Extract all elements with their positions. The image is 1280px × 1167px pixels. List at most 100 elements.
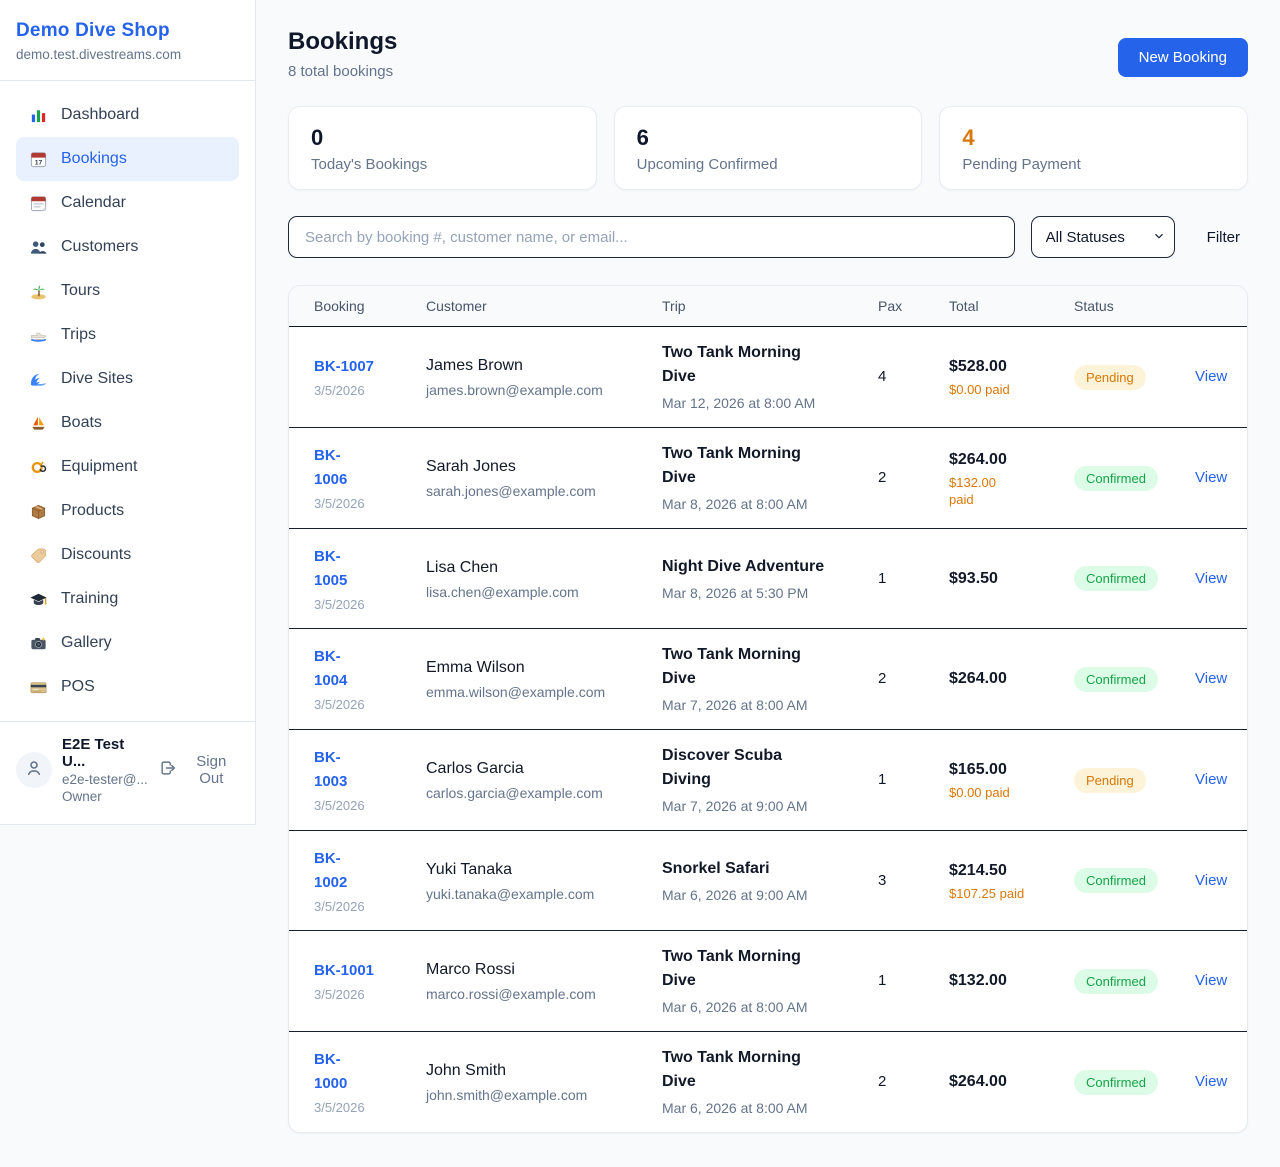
pax-count: 2	[878, 670, 887, 687]
page-header: Bookings 8 total bookings New Booking	[288, 28, 1248, 80]
view-cell: View	[1195, 1073, 1247, 1091]
stats-cards: 0 Today's Bookings 6 Upcoming Confirmed …	[288, 106, 1249, 190]
view-link[interactable]: View	[1195, 670, 1228, 687]
status-badge: Confirmed	[1074, 566, 1158, 591]
pax-count: 4	[878, 368, 887, 385]
status-cell: Confirmed	[1074, 1069, 1195, 1095]
svg-text:17: 17	[34, 159, 42, 166]
booking-id-link[interactable]: BK- 1002	[314, 849, 348, 891]
sidebar-item-gallery[interactable]: Gallery	[16, 621, 239, 665]
table-row: BK- 1006 3/5/2026 Sarah Jones sarah.jones…	[289, 428, 1247, 529]
sidebar-item-customers[interactable]: Customers	[16, 225, 239, 269]
customer-name: Carlos Garcia	[426, 760, 524, 777]
view-cell: View	[1195, 469, 1247, 487]
stat-value: 4	[962, 125, 975, 150]
user-name: E2E Test U...	[62, 736, 125, 770]
view-link[interactable]: View	[1195, 368, 1228, 385]
view-cell: View	[1195, 972, 1247, 990]
calendar-icon	[28, 193, 48, 213]
sidebar-item-trips[interactable]: Trips	[16, 313, 239, 357]
booking-id-link[interactable]: BK- 1003	[314, 749, 348, 790]
view-link[interactable]: View	[1195, 569, 1228, 587]
table-row: BK-1001 3/5/2026 Marco Rossi marco.rossi…	[289, 931, 1247, 1032]
pax-count: 2	[878, 1073, 887, 1090]
sidebar-item-discounts[interactable]: Discounts	[16, 533, 239, 577]
view-cell: View	[1195, 670, 1247, 688]
booking-id-link[interactable]: BK-1007	[314, 358, 375, 375]
sidebar-item-products[interactable]: Products	[16, 489, 239, 533]
booking-id-link[interactable]: BK- 1005	[314, 547, 348, 589]
view-link[interactable]: View	[1195, 771, 1228, 788]
booking-id-link[interactable]: BK-1001	[314, 962, 375, 979]
trip-cell: Discover Scuba Diving Mar 7, 2026 at 9:00…	[662, 744, 878, 816]
trips-speedboat-icon	[28, 325, 48, 345]
search-input[interactable]	[288, 216, 1015, 258]
view-link[interactable]: View	[1195, 469, 1228, 486]
booking-date: 3/5/2026	[314, 798, 365, 813]
pax-cell: 1	[878, 570, 949, 588]
sidebar-item-label: Equipment	[61, 458, 138, 475]
status-cell: Pending	[1074, 767, 1195, 793]
booking-id-link[interactable]: BK- 1000	[314, 1051, 348, 1092]
status-cell: Confirmed	[1074, 666, 1195, 692]
sidebar-item-equipment[interactable]: Equipment	[16, 445, 239, 489]
view-link[interactable]: View	[1195, 972, 1228, 989]
trip-cell: Two Tank Morning Dive Mar 6, 2026 at 8:00…	[662, 945, 878, 1017]
trip-name: Discover Scuba Diving	[662, 747, 783, 788]
sidebar-item-label: Dashboard	[61, 106, 140, 123]
status-select[interactable]: All Statuses	[1030, 216, 1175, 258]
trip-datetime: Mar 8, 2026 at 8:00 AM	[662, 496, 808, 512]
booking-cell: BK- 1000 3/5/2026	[314, 1048, 426, 1116]
view-link[interactable]: View	[1195, 1073, 1228, 1090]
trip-name: Two Tank Morning Dive	[662, 948, 801, 989]
customer-cell: Carlos Garcia carlos.garcia@example.com	[426, 758, 662, 802]
booking-date: 3/5/2026	[314, 987, 365, 1002]
sign-out-button[interactable]: Sign Out	[159, 753, 239, 787]
booking-date: 3/5/2026	[314, 383, 365, 398]
pax-cell: 2	[878, 469, 949, 487]
total-cell: $165.00 $0.00 paid	[949, 759, 1074, 801]
total-amount: $528.00	[949, 358, 1007, 375]
stat-value: 0	[311, 125, 324, 150]
sidebar-item-tours[interactable]: Tours	[16, 269, 239, 313]
customer-name: John Smith	[426, 1062, 507, 1079]
customer-email: lisa.chen@example.com	[426, 583, 579, 600]
sidebar-item-label: Products	[61, 502, 125, 519]
sidebar-item-boats[interactable]: Boats	[16, 401, 239, 445]
sidebar-item-dive-sites[interactable]: Dive Sites	[16, 357, 239, 401]
customers-icon	[28, 237, 48, 257]
sidebar-nav: Dashboard 17 Bookings Calendar Customers…	[0, 81, 255, 721]
filter-row: All Statuses Filter	[288, 216, 1248, 258]
status-badge: Confirmed	[1074, 968, 1158, 994]
booking-id-link[interactable]: BK- 1004	[314, 648, 348, 689]
sidebar-item-pos[interactable]: POS	[16, 665, 239, 709]
status-badge: Confirmed	[1074, 1069, 1158, 1095]
booking-id-link[interactable]: BK- 1006	[314, 447, 348, 488]
sidebar-item-training[interactable]: Training	[16, 577, 239, 621]
col-header-booking: Booking	[314, 298, 365, 314]
sidebar-item-label: Calendar	[61, 194, 126, 211]
sidebar-item-calendar[interactable]: Calendar	[16, 181, 239, 225]
col-header-trip: Trip	[662, 298, 686, 314]
pax-cell: 1	[878, 972, 949, 990]
total-cell: $93.50	[949, 568, 1074, 590]
boats-sailboat-icon	[28, 413, 48, 433]
status-select-wrap: All Statuses	[1030, 216, 1175, 258]
trip-datetime: Mar 6, 2026 at 9:00 AM	[662, 886, 808, 903]
filter-button[interactable]: Filter	[1199, 229, 1248, 246]
status-cell: Confirmed	[1074, 465, 1195, 491]
sidebar-item-label: Bookings	[61, 150, 127, 167]
sidebar: Demo Dive Shop demo.test.divestreams.com…	[0, 0, 256, 825]
view-link[interactable]: View	[1195, 871, 1228, 889]
page-title: Bookings	[288, 28, 398, 55]
sidebar-item-bookings[interactable]: 17 Bookings	[16, 137, 239, 181]
booking-cell: BK- 1002 3/5/2026	[314, 847, 426, 915]
booking-cell: BK- 1003 3/5/2026	[314, 746, 426, 814]
new-booking-button[interactable]: New Booking	[1117, 38, 1248, 77]
trip-name: Two Tank Morning Dive	[662, 1049, 801, 1090]
brand-name: Demo Dive Shop	[16, 20, 170, 41]
stat-card: 6 Upcoming Confirmed	[613, 106, 923, 190]
sidebar-item-dashboard[interactable]: Dashboard	[16, 93, 239, 137]
view-cell: View	[1195, 771, 1247, 789]
stat-label: Upcoming Confirmed	[636, 156, 778, 173]
